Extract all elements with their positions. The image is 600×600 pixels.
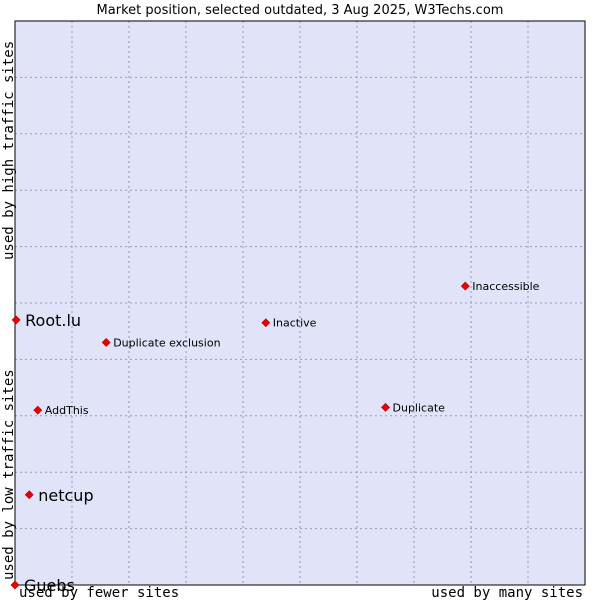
point-marker <box>381 402 390 412</box>
data-point: Duplicate exclusion <box>101 336 221 349</box>
data-points: Root.lu netcup Guebs Inaccessible Inactive Du… <box>10 280 540 595</box>
x-axis-label-low: used by fewer sites <box>19 585 179 600</box>
point-marker <box>261 318 271 328</box>
data-point: AddThis <box>33 404 89 417</box>
point-marker <box>101 338 111 347</box>
point-marker <box>11 315 21 325</box>
grid-lines <box>15 21 585 585</box>
point-marker <box>460 281 470 291</box>
data-point: Inactive <box>261 317 317 330</box>
point-label: Root.lu <box>25 311 81 330</box>
point-label: AddThis <box>45 404 89 417</box>
point-label: Duplicate exclusion <box>113 336 220 349</box>
x-axis-label-high: used by many sites <box>431 585 583 600</box>
data-point: Guebs <box>10 576 75 595</box>
data-point: Root.lu <box>11 311 81 330</box>
y-axis-label-high: used by high traffic sites <box>1 41 17 260</box>
point-label: netcup <box>38 486 93 505</box>
point-label: Inactive <box>273 317 317 330</box>
point-marker <box>33 405 43 415</box>
point-label: Duplicate <box>393 401 446 414</box>
point-label: Guebs <box>24 576 75 595</box>
plot-frame <box>14 20 586 586</box>
point-label: Inaccessible <box>472 280 539 293</box>
point-marker <box>24 490 34 500</box>
data-point: netcup <box>24 486 94 505</box>
y-axis-label-low: used by low traffic sites <box>1 369 17 580</box>
point-marker <box>10 580 20 590</box>
chart-title: Market position, selected outdated, 3 Au… <box>97 3 504 18</box>
data-point: Inaccessible <box>460 280 540 293</box>
data-point: Duplicate <box>381 401 446 414</box>
